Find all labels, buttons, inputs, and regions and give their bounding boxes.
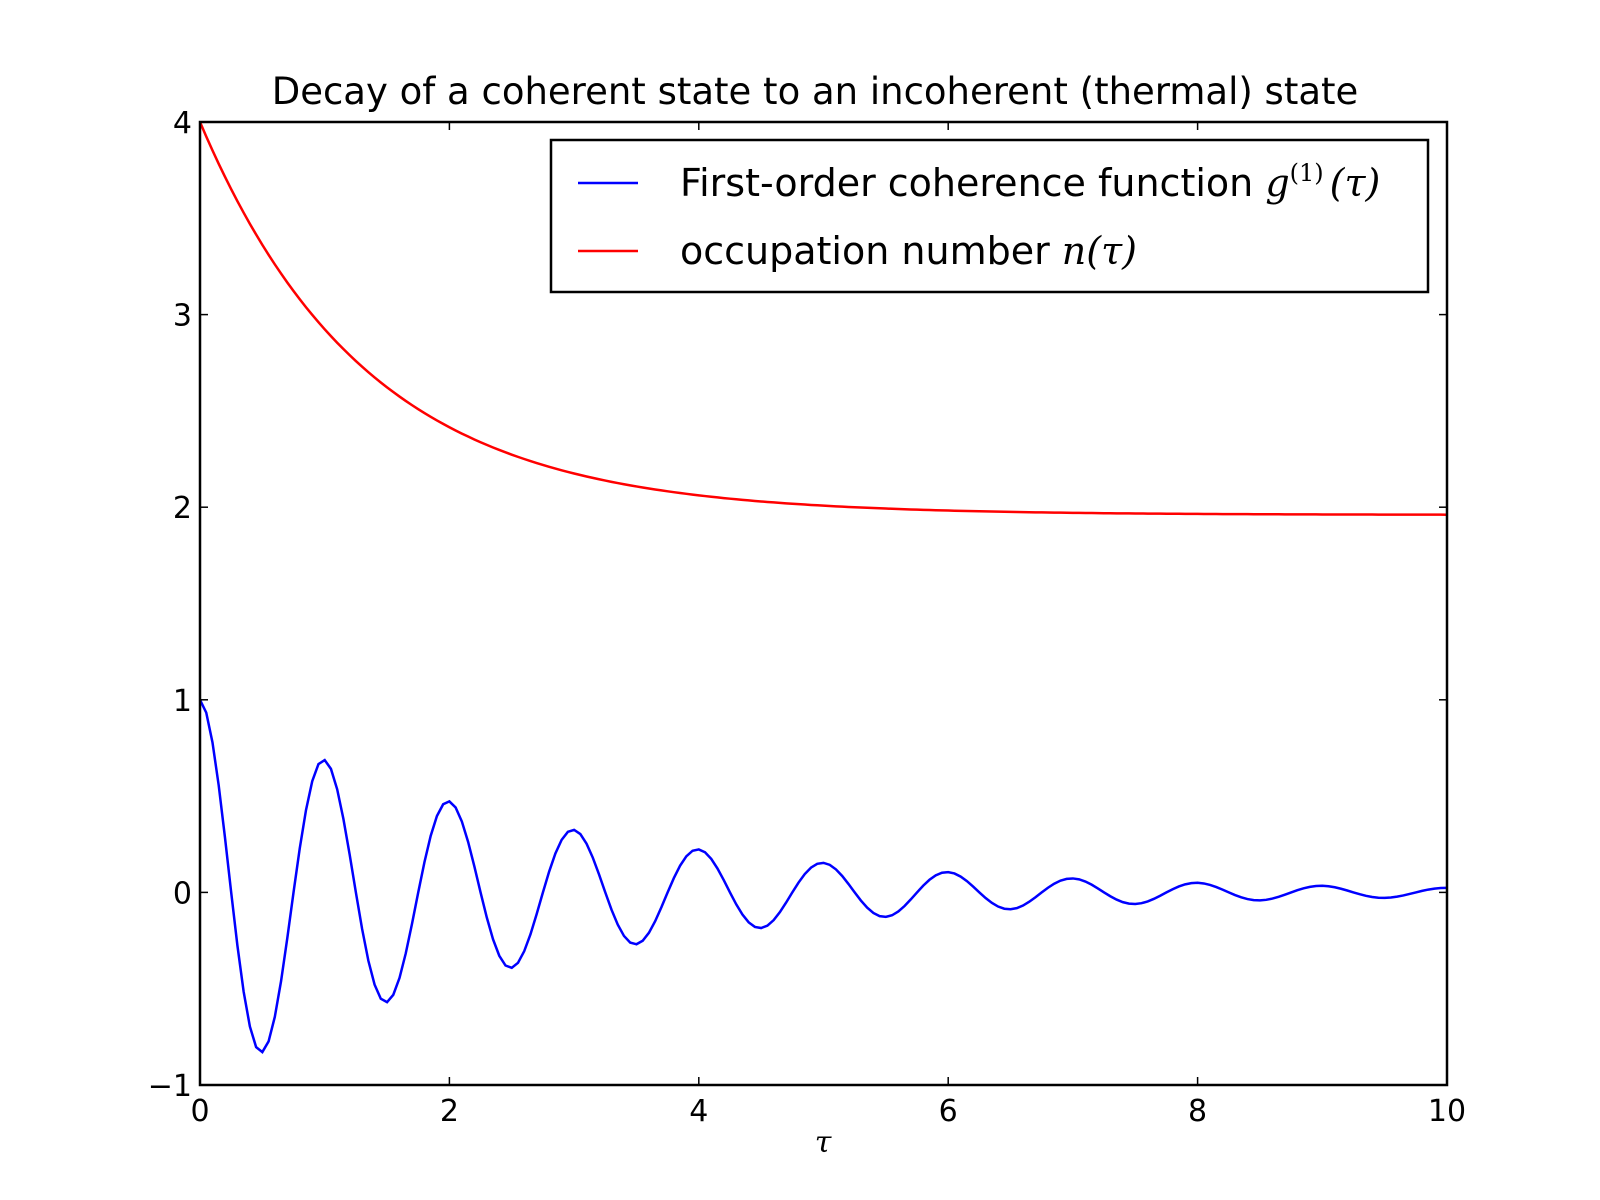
x-tick-label: 6	[939, 1094, 958, 1129]
legend: First-order coherence function g(1) (τ) o…	[549, 138, 1430, 294]
series-layer	[198, 121, 1448, 1054]
x-tick-label: 10	[1428, 1094, 1466, 1129]
y-tick-label: 1	[173, 684, 192, 719]
y-tick-label: −1	[148, 1069, 192, 1104]
series-line-occupation	[198, 121, 1448, 516]
plot-frame	[198, 120, 1449, 1087]
y-tick-label: 0	[173, 876, 192, 911]
y-tick-label: 3	[173, 299, 192, 334]
y-tick-label: 2	[173, 491, 192, 526]
legend-label-coherence: First-order coherence function g(1) (τ)	[680, 159, 1380, 205]
legend-label-occupation: occupation number n(τ)	[680, 229, 1137, 273]
chart-title: Decay of a coherent state to an incohere…	[272, 70, 1359, 113]
legend-box	[549, 138, 1430, 294]
x-tick-label: 0	[190, 1094, 209, 1129]
x-axis-label: τ	[815, 1125, 832, 1160]
series-line-coherence	[198, 699, 1448, 1054]
x-tick-label: 8	[1188, 1094, 1207, 1129]
x-tick-label: 2	[440, 1094, 459, 1129]
x-tick-label: 4	[689, 1094, 708, 1129]
y-tick-label: 4	[173, 106, 192, 141]
